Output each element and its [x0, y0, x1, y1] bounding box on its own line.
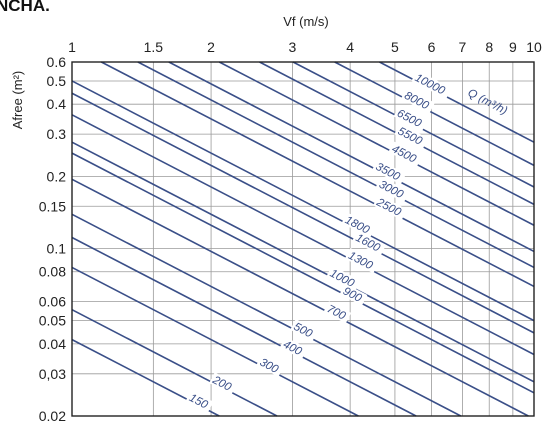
y-tick-label: 0.05	[39, 313, 66, 329]
x-tick-label: 8	[485, 39, 493, 55]
q-line-3000	[137, 61, 535, 269]
q-label-bg	[339, 283, 368, 306]
q-line-2500	[100, 61, 535, 288]
q-line-400	[71, 236, 417, 417]
x-tick-label: 9	[509, 39, 517, 55]
y-tick-label: 0.04	[39, 336, 66, 352]
y-tick-label: 0.08	[39, 264, 66, 280]
x-tick-label: 3	[289, 39, 297, 55]
x-tick-label: 1.5	[144, 39, 164, 55]
y-tick-label: 0.02	[39, 408, 66, 423]
q-series-label: Q (m³/h)	[466, 87, 510, 117]
q-label-bg	[372, 159, 407, 185]
y-tick-label: 0.15	[39, 198, 66, 214]
y-tick-label: 0.2	[47, 168, 67, 184]
q-lines	[71, 61, 535, 417]
x-tick-label: 6	[428, 39, 436, 55]
q-label-bg	[411, 70, 452, 99]
q-label-bg	[209, 372, 237, 395]
x-tick-labels: 1 1.5 2 3 4 5 6 7 8 9 10	[68, 39, 542, 55]
q-label-bg	[352, 230, 387, 256]
q-line-10000	[379, 61, 535, 143]
y-tick-label: 0.6	[47, 54, 67, 70]
q-line-1300	[71, 114, 535, 356]
q-labels: 1000080006500550045003500300025001800160…	[185, 70, 452, 413]
q-line-1800	[71, 80, 535, 322]
y-tick-label: 0.06	[39, 294, 66, 310]
q-line-200	[71, 308, 278, 417]
x-tick-label: 7	[459, 39, 467, 55]
x-tick-label: 4	[346, 39, 354, 55]
q-label-bg	[393, 105, 428, 132]
plot-frame	[71, 61, 535, 417]
y-axis-title: Afree (m²)	[10, 71, 25, 130]
x-tick-label: 10	[526, 39, 542, 55]
y-tick-labels: 0.6 0.5 0.4 0.3 0.2 0.15 0.1 0.08 0.06 0.05 0.04 0,…	[39, 54, 66, 423]
q-line-8000	[334, 61, 535, 167]
q-label-bg	[185, 390, 214, 413]
y-tick-label: 0.4	[47, 96, 67, 112]
q-line-1600	[71, 92, 535, 334]
y-tick-label: 0.5	[47, 73, 67, 89]
q-label-bg	[344, 247, 379, 274]
q-label-bg	[326, 265, 361, 292]
q-label-bg	[394, 123, 429, 149]
q-label-bg	[341, 212, 376, 238]
x-tick-label: 1	[68, 39, 76, 55]
header-fragment: NCHA.	[0, 0, 50, 15]
q-line-700	[71, 178, 529, 417]
q-label-bg	[375, 176, 410, 203]
q-line-500	[71, 213, 462, 417]
y-tick-label: 0.3	[47, 126, 67, 142]
q-line-3500	[168, 61, 535, 253]
q-label-bg	[256, 354, 284, 377]
grid	[72, 62, 534, 416]
q-label-10000: 10000	[413, 72, 447, 98]
x-tick-label: 5	[391, 39, 399, 55]
q-label-bg	[373, 194, 408, 221]
q-line-300	[71, 266, 359, 417]
q-label-bg	[279, 336, 308, 360]
x-axis-title: Vf (m/s)	[283, 14, 329, 29]
q-line-4500	[218, 61, 535, 226]
q-line-1000	[71, 141, 535, 383]
y-tick-label: 0.1	[47, 240, 67, 256]
q-label-bg	[323, 301, 352, 324]
x-tick-label: 2	[207, 39, 215, 55]
q-label-bg	[400, 87, 435, 114]
y-tick-label: 0,03	[39, 366, 66, 382]
q-label-bg	[290, 319, 318, 342]
q-line-900	[71, 152, 535, 394]
q-label-bg	[388, 141, 423, 167]
